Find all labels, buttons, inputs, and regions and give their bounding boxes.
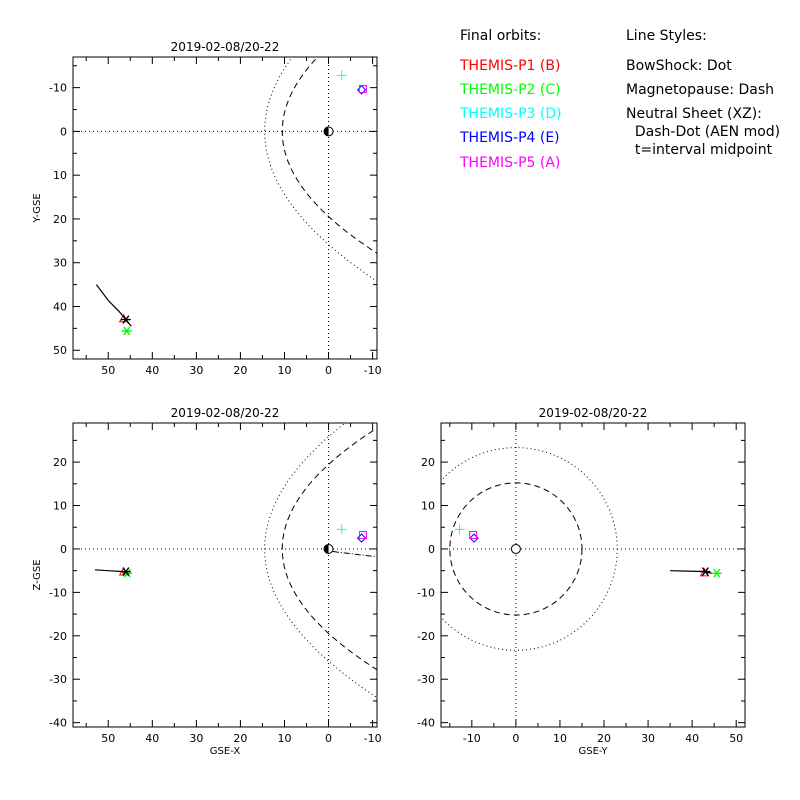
panel-1-frame [72,56,378,360]
x-tick-label: 0 [325,364,332,377]
marker-p5 [358,531,367,540]
x-tick-label: 40 [145,364,159,377]
panel-3-frame [440,422,746,728]
x-tick-label: 20 [597,732,611,745]
y-tick-label: -20 [49,630,67,643]
y-tick-label: 20 [421,456,435,469]
panel-2-title: 2019-02-08/20-22 [171,406,280,420]
x-tick-label: 50 [101,732,115,745]
x-tick-label: 50 [101,364,115,377]
y-tick-label: -10 [49,82,67,95]
x-tick-label: 10 [553,732,567,745]
marker-p4-current [120,567,131,576]
y-tick-label: 20 [53,213,67,226]
earth-night-side [324,126,329,136]
legend-style-neutral-sheet: Neutral Sheet (XZ): [626,106,762,122]
legend-style-dash-dot: Dash-Dot (AEN mod) [626,124,781,140]
y-tick-label: 10 [53,169,67,182]
x-tick-label: 40 [685,732,699,745]
x-tick-label: 30 [641,732,655,745]
x-tick-label: 10 [277,732,291,745]
x-tick-label: -10 [364,364,382,377]
marker-p3 [336,70,347,81]
x-tick-label: -10 [364,732,382,745]
panel-1-plot-area [73,57,377,359]
panel-1-title: 2019-02-08/20-22 [171,40,280,54]
y-tick-label: 0 [60,125,67,138]
legend-probe-p5: THEMIS-P5 (A) [460,155,561,171]
marker-p4-current [120,315,131,325]
y-tick-label: -30 [49,673,67,686]
marker-p2 [711,568,722,578]
y-tick-label: -40 [49,717,67,730]
bow-shock-curve [264,423,377,699]
y-tick-label: 10 [421,500,435,513]
y-tick-label: -20 [417,630,435,643]
marker-p3 [454,524,465,535]
legend-style-midpoint: t=interval midpoint [626,142,773,158]
legend-style-magnetopause: Magnetopause: Dash [626,82,775,98]
marker-p2 [121,326,132,336]
y-tick-label: 20 [53,456,67,469]
x-tick-label: 40 [145,732,159,745]
legend-probe-p1: THEMIS-P1 (B) [460,58,561,74]
y-tick-label: 10 [53,500,67,513]
marker-p5 [469,531,478,540]
panel-3-title: 2019-02-08/20-22 [539,406,648,420]
y-tick-label: 0 [60,543,67,556]
x-tick-label: 50 [729,732,743,745]
magnetopause-curve [281,57,377,254]
y-axis-label: Z-GSE [32,559,43,590]
x-tick-label: 20 [233,732,247,745]
legend-probe-p2: THEMIS-P2 (C) [460,82,561,98]
neutral-sheet-curve [332,551,377,558]
y-tick-label: -10 [49,586,67,599]
y-tick-label: -30 [417,673,435,686]
bow-shock-curve [441,447,618,651]
y-tick-label: 0 [428,543,435,556]
legend-probe-p4: THEMIS-P4 (E) [460,130,560,146]
panel-3-plot-area [441,423,745,727]
panel-2-plot-area [73,423,377,727]
orbit-track [670,570,713,574]
x-axis-label: GSE-X [210,746,241,757]
legend-styles-header: Line Styles: [626,28,707,44]
marker-p5 [358,84,367,93]
x-tick-label: 30 [189,732,203,745]
magnetopause-curve [449,482,583,616]
x-axis-label: GSE-Y [579,746,609,757]
legend-style-bowshock: BowShock: Dot [626,58,732,74]
x-tick-label: 10 [277,364,291,377]
magnetopause-curve [281,427,377,671]
y-tick-label: 30 [53,257,67,270]
legend-probe-p3: THEMIS-P3 (D) [460,106,562,122]
y-tick-label: -40 [417,717,435,730]
marker-p4-current [700,567,711,576]
x-tick-label: 0 [512,732,519,745]
x-tick-label: -10 [463,732,481,745]
y-tick-label: -10 [417,586,435,599]
x-tick-label: 30 [189,364,203,377]
y-tick-label: 50 [53,344,67,357]
x-tick-label: 0 [325,732,332,745]
panel-2-frame [72,422,378,728]
earth-night-side [324,544,329,554]
earth-icon [510,543,521,554]
y-axis-label: Y-GSE [32,193,43,223]
y-tick-label: 40 [53,300,67,313]
marker-p3 [336,524,347,535]
x-tick-label: 20 [233,364,247,377]
legend-orbits-header: Final orbits: [460,28,542,44]
